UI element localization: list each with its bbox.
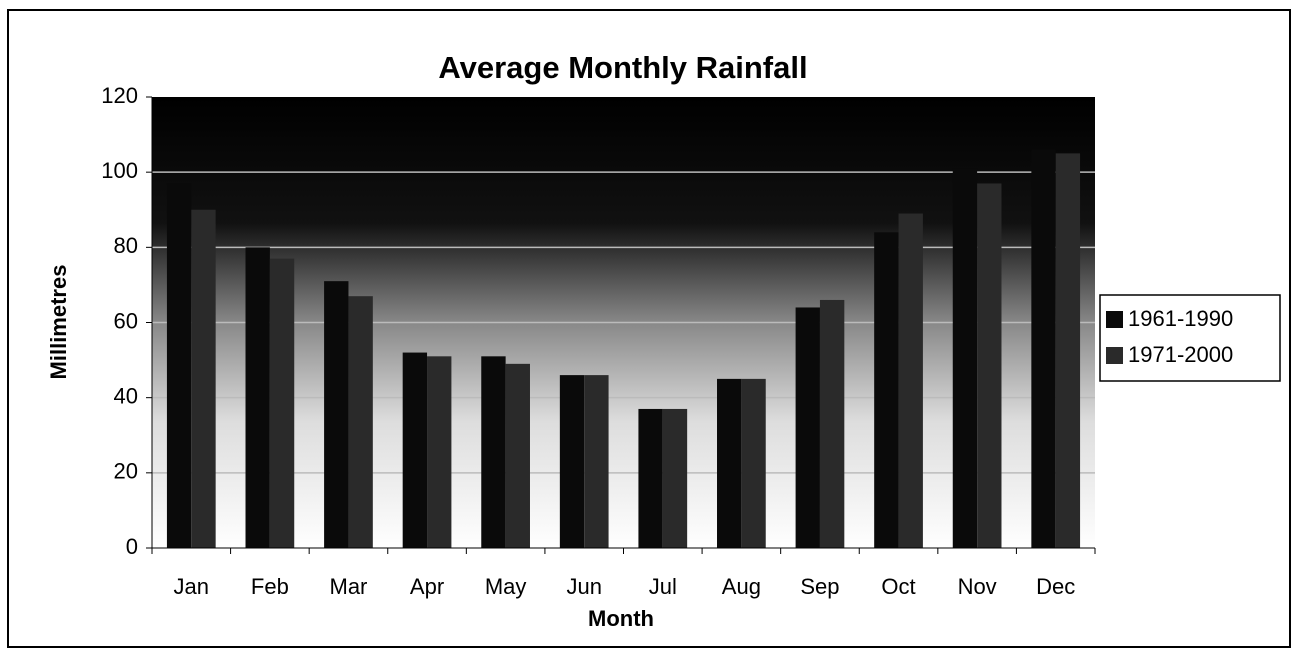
- bar: [559, 375, 585, 548]
- bar: [874, 232, 899, 549]
- y-tick-label: 40: [114, 383, 138, 408]
- legend-swatch: [1106, 347, 1123, 364]
- x-tick-label: Mar: [330, 574, 368, 599]
- bar: [481, 356, 506, 548]
- legend-box: [1099, 294, 1281, 382]
- bar: [638, 408, 663, 548]
- x-axis-label: Month: [588, 606, 654, 631]
- x-tick-label: Dec: [1036, 574, 1075, 599]
- x-tick-label: Jul: [649, 574, 677, 599]
- y-axis-label: Millimetres: [46, 265, 71, 380]
- bar: [584, 375, 609, 548]
- bar: [1031, 149, 1056, 548]
- bar: [741, 378, 766, 548]
- x-tick-label: Nov: [958, 574, 997, 599]
- bar: [269, 258, 295, 548]
- bar: [505, 363, 530, 548]
- bar: [402, 352, 428, 548]
- y-tick-label: 20: [114, 459, 138, 484]
- bar: [348, 296, 373, 548]
- bar: [191, 209, 216, 548]
- legend-swatch: [1106, 311, 1123, 328]
- y-tick-label: 120: [101, 83, 138, 108]
- x-tick-label: Jan: [174, 574, 209, 599]
- legend-label: 1971-2000: [1128, 342, 1233, 367]
- bar: [324, 281, 349, 548]
- x-tick-label: May: [485, 574, 527, 599]
- bar: [795, 307, 820, 548]
- y-tick-label: 80: [114, 233, 138, 258]
- bar: [662, 408, 688, 548]
- x-tick-label: Sep: [800, 574, 839, 599]
- x-tick-label: Apr: [410, 574, 444, 599]
- y-tick-label: 0: [126, 534, 138, 559]
- y-tick-label: 100: [101, 158, 138, 183]
- bar: [977, 183, 1002, 549]
- x-tick-label: Feb: [251, 574, 289, 599]
- bar: [717, 378, 742, 548]
- bar: [1055, 153, 1081, 548]
- bar: [427, 356, 452, 548]
- bar: [898, 213, 923, 548]
- bar: [166, 183, 192, 549]
- bar: [245, 247, 270, 549]
- x-tick-label: Jun: [566, 574, 601, 599]
- chart-title: Average Monthly Rainfall: [438, 50, 807, 85]
- x-tick-label: Oct: [881, 574, 915, 599]
- y-tick-label: 60: [114, 308, 138, 333]
- legend-label: 1961-1990: [1128, 306, 1233, 331]
- x-tick-label: Aug: [722, 574, 761, 599]
- bar: [819, 299, 845, 548]
- bar: [952, 168, 978, 549]
